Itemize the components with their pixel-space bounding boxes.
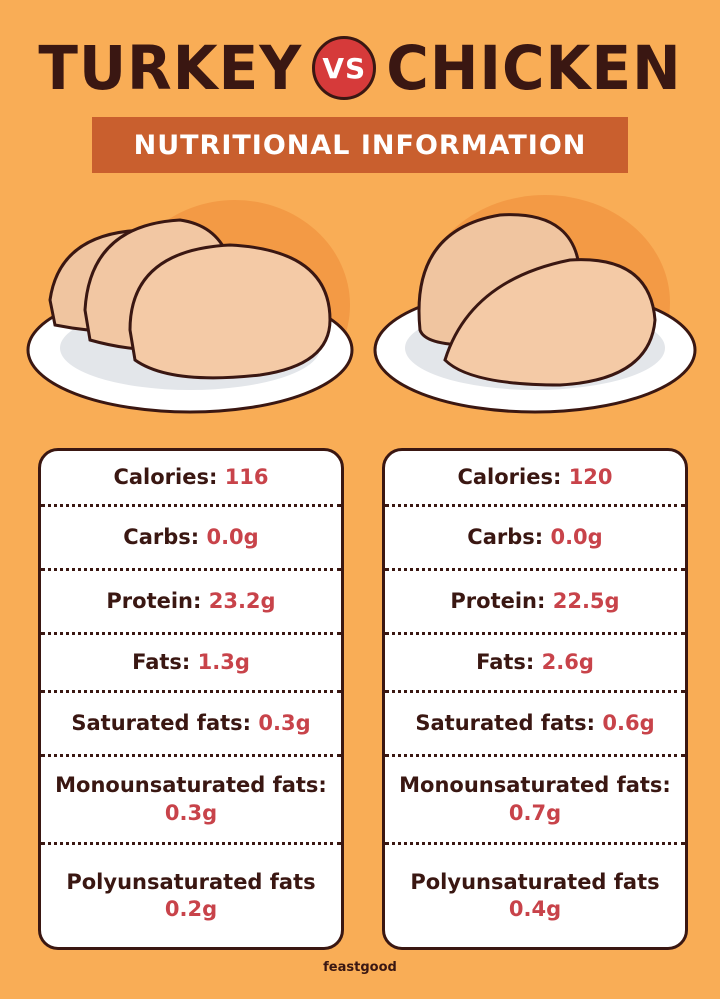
title-chicken: CHICKEN [386, 32, 682, 104]
nutrition-row-protein: Protein: 22.5g [385, 571, 685, 635]
nutrition-row-fats: Fats: 2.6g [385, 635, 685, 693]
nutrition-row-carbs: Carbs: 0.0g [385, 507, 685, 571]
subtitle-banner: NUTRITIONAL INFORMATION [92, 117, 628, 173]
chicken-nutrition-card: Calories: 120 Carbs: 0.0g Protein: 22.5g… [382, 448, 688, 950]
nutrition-row-saturated-fats: Saturated fats: 0.6g [385, 693, 685, 757]
title-turkey: TURKEY [38, 32, 303, 104]
nutrition-row-polyunsaturated-fats: Polyunsaturated fats 0.4g [410, 869, 660, 921]
turkey-plate-icon [26, 218, 354, 414]
plates-illustration [26, 213, 697, 414]
nutrition-row-carbs: Carbs: 0.0g [41, 507, 341, 571]
nutrition-row-calories: Calories: 120 [385, 451, 685, 507]
page-title: TURKEY VS CHICKEN [0, 32, 720, 104]
nutrition-row-fats: Fats: 1.3g [41, 635, 341, 693]
nutrition-row-calories: Calories: 116 [41, 451, 341, 507]
turkey-nutrition-card: Calories: 116 Carbs: 0.0g Protein: 23.2g… [38, 448, 344, 950]
nutrition-row-monounsaturated-fats: Monounsaturated fats: 0.7g [385, 757, 685, 845]
nutrition-row-saturated-fats: Saturated fats: 0.3g [41, 693, 341, 757]
nutrition-row-monounsaturated-fats: Monounsaturated fats: 0.3g [41, 757, 341, 845]
chicken-plate-icon [373, 213, 697, 414]
brand-logo: feastgood [323, 960, 397, 975]
nutrition-row-polyunsaturated-fats: Polyunsaturated fats 0.2g [66, 869, 316, 921]
nutrition-row-protein: Protein: 23.2g [41, 571, 341, 635]
vs-badge: VS [312, 36, 377, 100]
